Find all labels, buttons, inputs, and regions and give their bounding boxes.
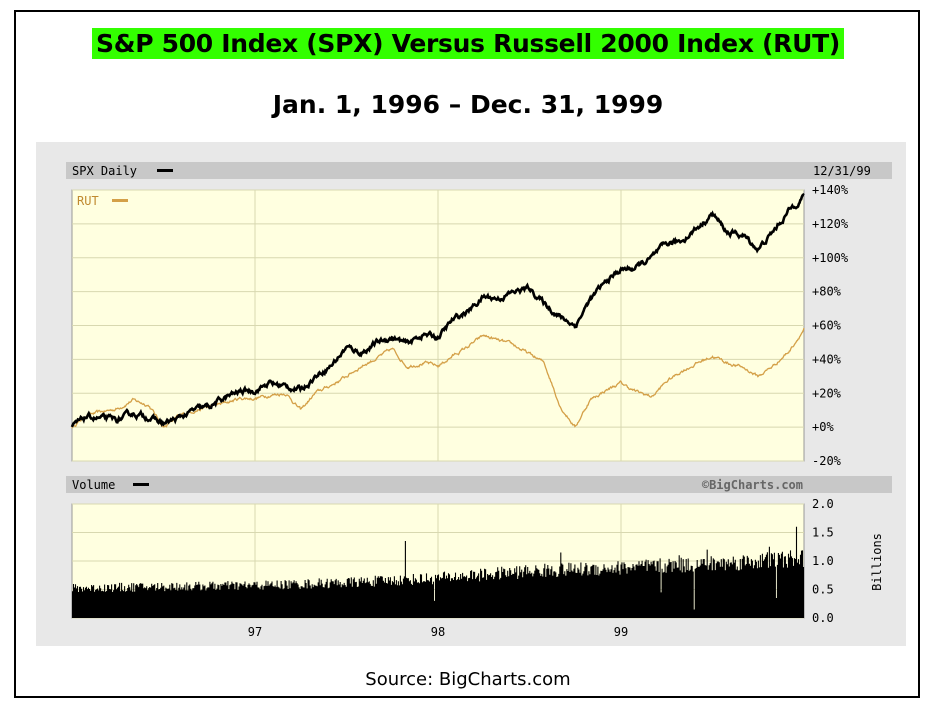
spx-line <box>70 193 805 428</box>
spx-legend-swatch <box>157 169 173 172</box>
price-panel-label: SPX Daily <box>72 164 137 178</box>
chart-title: S&P 500 Index (SPX) Versus Russell 2000 … <box>91 28 844 59</box>
price-y-tick-label: +60% <box>812 319 842 333</box>
volume-y-tick-label: 1.5 <box>812 526 834 540</box>
x-ticks: 97 98 99 <box>248 625 628 639</box>
volume-y-ticks: 2.0 1.5 1.0 0.5 0.0 <box>812 497 834 625</box>
x-tick-label: 98 <box>431 625 445 639</box>
source-note: Source: BigCharts.com <box>365 669 571 690</box>
price-y-tick-label: +40% <box>812 352 842 366</box>
volume-bars <box>71 526 805 618</box>
price-y-tick-label: +0% <box>812 420 834 434</box>
price-y-tick-label: +20% <box>812 386 842 400</box>
price-y-tick-label: +120% <box>812 217 849 231</box>
volume-bar-path <box>71 526 805 618</box>
rut-legend-label: RUT <box>77 194 99 208</box>
volume-y-tick-label: 2.0 <box>812 497 834 511</box>
volume-y-tick-label: 0.5 <box>812 583 834 597</box>
volume-y-tick-label: 1.0 <box>812 554 834 568</box>
watermark: ©BigCharts.com <box>702 478 803 492</box>
volume-legend-swatch <box>133 483 149 486</box>
title-wrap: S&P 500 Index (SPX) Versus Russell 2000 … <box>0 28 936 59</box>
price-series <box>70 193 805 429</box>
volume-y-tick-label: 0.0 <box>812 611 834 625</box>
rut-legend-swatch <box>112 199 128 202</box>
x-tick-label: 99 <box>614 625 628 639</box>
volume-y-axis-label: Billions <box>870 533 884 591</box>
price-y-tick-label: +140% <box>812 183 849 197</box>
price-y-ticks: +140% +120% +100% +80% +60% +40% +20% +0% -20% <box>812 183 849 468</box>
x-tick-label: 97 <box>248 625 262 639</box>
price-y-tick-label: -20% <box>812 454 842 468</box>
price-y-tick-label: +80% <box>812 285 842 299</box>
price-y-tick-label: +100% <box>812 251 849 265</box>
chart-subtitle: Jan. 1, 1996 – Dec. 31, 1999 <box>272 90 664 119</box>
price-header-bar <box>66 162 892 179</box>
date-label: 12/31/99 <box>813 164 871 178</box>
volume-header-bar <box>66 476 892 493</box>
price-grid <box>72 189 804 462</box>
rut-line <box>71 327 805 429</box>
volume-panel-label: Volume <box>72 478 115 492</box>
